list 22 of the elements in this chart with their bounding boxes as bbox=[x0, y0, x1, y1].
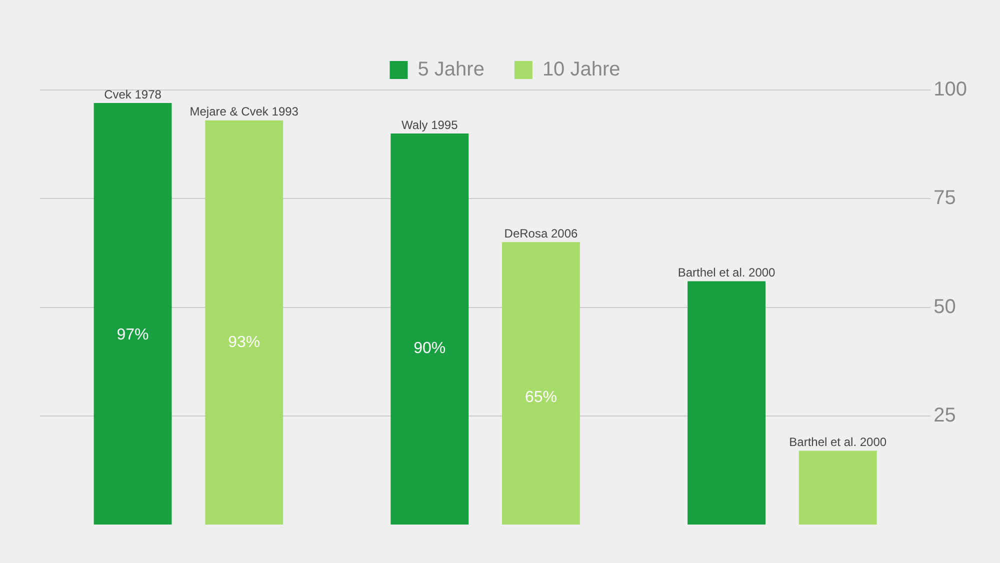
bar bbox=[390, 133, 469, 525]
annotation: Mejare & Cvek 1993 bbox=[190, 104, 299, 119]
legend-label: 10 Jahre bbox=[542, 58, 620, 81]
annotation: DeRosa 2006 bbox=[504, 226, 578, 240]
annotation: Waly 1995 bbox=[402, 118, 458, 132]
y-tick-label: 100 bbox=[934, 78, 968, 101]
legend-label: 5 Jahre bbox=[418, 58, 484, 81]
data-label: 97% bbox=[116, 326, 149, 344]
data-label: 65% bbox=[524, 388, 557, 406]
bar bbox=[205, 120, 284, 525]
annotation: Cvek 1978 bbox=[104, 87, 162, 102]
bar bbox=[502, 242, 580, 525]
data-label: 90% bbox=[414, 340, 446, 357]
bar bbox=[94, 103, 172, 525]
data-label: 93% bbox=[228, 334, 260, 352]
y-tick-label: 50 bbox=[934, 296, 956, 318]
bar bbox=[688, 281, 766, 525]
annotation: Barthel et al. 2000 bbox=[678, 266, 776, 280]
y-tick-label: 25 bbox=[934, 404, 956, 426]
y-tick-label: 75 bbox=[934, 187, 956, 210]
bar bbox=[798, 450, 877, 525]
annotation: Barthel et al. 2000 bbox=[789, 435, 887, 450]
